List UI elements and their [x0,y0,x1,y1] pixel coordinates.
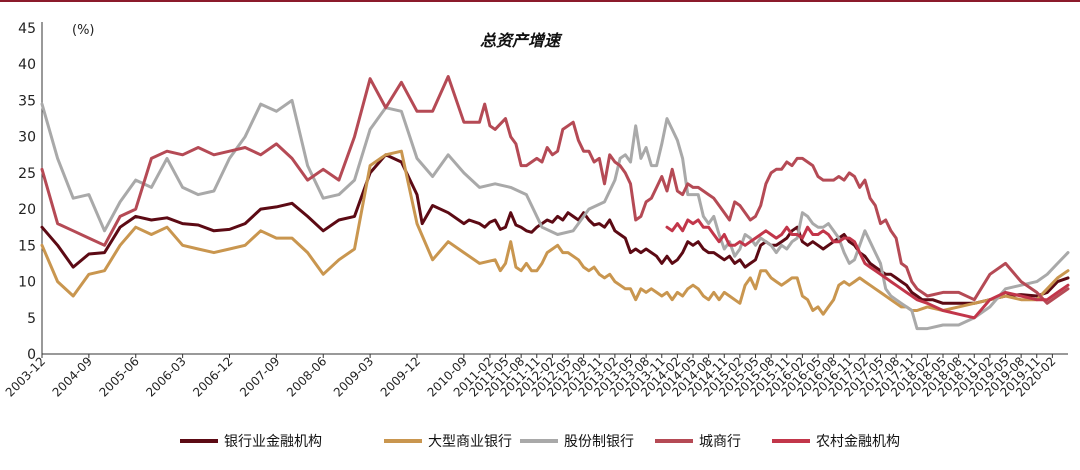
x-tick-label: 2009-03 [331,354,376,399]
x-tick-label: 2007-09 [237,354,282,399]
series-line-0 [40,153,1070,305]
y-tick-label: 15 [18,238,36,254]
x-tick-label: 2003-12 [3,354,48,399]
y-tick-label: 35 [18,93,36,109]
legend-item-0: 银行业金融机构 [180,434,322,450]
y-tick-label: 30 [18,130,36,146]
x-axis: 2003-12 2004-09 2005-06 2006-03 2006-12 2007-… [3,353,1068,400]
legend-label: 城商行 [699,434,741,450]
y-tick-label: 45 [18,21,36,37]
y-tick-label: 0 [27,347,36,363]
legend-label: 股份制银行 [564,434,634,450]
legend-item-1: 大型商业银行 [384,434,512,450]
legend-item-3: 城商行 [655,434,741,450]
legend-label: 银行业金融机构 [224,434,322,450]
legend-label: 大型商业银行 [428,434,512,450]
legend-item-2: 股份制银行 [520,434,634,450]
top-border [0,0,1080,2]
y-tick-label: 40 [18,57,36,73]
y-tick-label: 25 [18,166,36,182]
y-tick-label: 5 [27,311,36,327]
legend: 银行业金融机构 大型商业银行 股份制银行 城商行 农村金融机构 [180,434,900,450]
legend-item-4: 农村金融机构 [772,434,900,450]
series-line-4 [665,218,1070,320]
x-tick-label: 2005-06 [97,354,142,399]
x-tick-label: 2006-03 [143,354,188,399]
y-tick-label: 20 [18,202,36,218]
legend-label: 农村金融机构 [816,434,900,450]
y-axis: 0 5 10 15 20 25 30 35 40 45 [18,21,43,363]
series-line-3 [40,75,1070,305]
x-tick-label: 2009-12 [378,354,423,399]
unit-label: (%) [72,23,95,38]
series-line-2 [40,98,1070,331]
x-tick-label: 2006-12 [190,354,235,399]
series-line-1 [40,149,1070,316]
x-tick-label: 2008-06 [284,354,329,399]
chart-title: 总资产增速 [480,31,563,50]
y-tick-label: 10 [18,275,36,291]
x-tick-label: 2004-09 [50,354,95,399]
series-lines [40,75,1070,331]
